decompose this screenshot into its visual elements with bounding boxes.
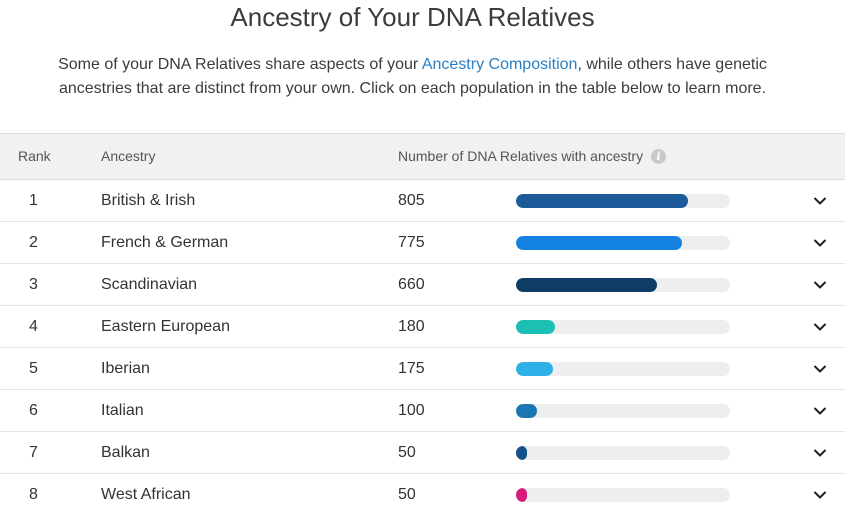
table-row[interactable]: 7 Balkan 50 — [0, 432, 845, 474]
row-rank: 2 — [29, 234, 38, 251]
row-ancestry: Scandinavian — [101, 276, 198, 293]
chevron-down-icon[interactable] — [813, 278, 827, 292]
table-row[interactable]: 5 Iberian 175 — [0, 348, 845, 390]
row-count: 805 — [398, 192, 425, 209]
count-bar-fill — [516, 404, 538, 418]
row-rank: 6 — [29, 402, 38, 419]
table-row[interactable]: 3 Scandinavian 660 — [0, 264, 845, 306]
row-ancestry: Iberian — [101, 360, 150, 377]
info-icon[interactable]: i — [651, 148, 667, 164]
row-ancestry: French & German — [101, 234, 229, 251]
row-rank: 5 — [29, 360, 38, 377]
row-ancestry: British & Irish — [101, 192, 196, 209]
row-ancestry: Balkan — [101, 444, 150, 461]
page-title: Ancestry of Your DNA Relatives — [230, 2, 595, 32]
row-count: 660 — [398, 276, 425, 293]
ancestry-table: Rank Ancestry Number of DNA Relatives wi… — [0, 133, 845, 515]
table-header: Rank Ancestry Number of DNA Relatives wi… — [0, 133, 845, 180]
chevron-down-icon[interactable] — [813, 362, 827, 376]
chevron-down-icon[interactable] — [813, 320, 827, 334]
row-count: 180 — [398, 318, 425, 335]
table-row[interactable]: 2 French & German 775 — [0, 222, 845, 264]
count-bar-fill — [516, 362, 554, 376]
row-count: 100 — [398, 402, 425, 419]
count-bar-track — [516, 362, 730, 376]
row-count: 775 — [398, 234, 425, 251]
column-header-rank: Rank — [18, 148, 51, 164]
column-header-count: Number of DNA Relatives with ancestry i — [398, 134, 667, 179]
count-bar-fill — [516, 236, 682, 250]
row-rank: 3 — [29, 276, 38, 293]
count-bar-fill — [516, 488, 527, 502]
count-bar-track — [516, 488, 730, 502]
table-row[interactable]: 4 Eastern European 180 — [0, 306, 845, 348]
chevron-down-icon[interactable] — [813, 446, 827, 460]
intro-text: Some of your DNA Relatives share aspects… — [20, 53, 805, 101]
table-row[interactable]: 1 British & Irish 805 — [0, 180, 845, 222]
chevron-down-icon[interactable] — [813, 236, 827, 250]
row-rank: 7 — [29, 444, 38, 461]
table-row[interactable]: 8 West African 50 — [0, 474, 845, 515]
count-bar-fill — [516, 446, 527, 460]
row-rank: 1 — [29, 192, 38, 209]
count-bar-track — [516, 278, 730, 292]
intro-text-after: , while others have genetic ancestries t… — [58, 56, 767, 97]
count-bar-track — [516, 194, 730, 208]
row-ancestry: Eastern European — [101, 318, 230, 335]
row-ancestry: West African — [101, 486, 191, 503]
intro-text-before: Some of your DNA Relatives share aspects… — [58, 56, 422, 73]
row-rank: 8 — [29, 486, 38, 503]
ancestry-composition-link[interactable]: Ancestry Composition — [421, 56, 578, 73]
column-header-count-label: Number of DNA Relatives with ancestry — [398, 148, 644, 164]
row-count: 175 — [398, 360, 425, 377]
chevron-down-icon[interactable] — [813, 404, 827, 418]
row-count: 50 — [398, 444, 416, 461]
chevron-down-icon[interactable] — [813, 194, 827, 208]
row-count: 50 — [398, 486, 416, 503]
table-body: 1 British & Irish 805 2 French & German 775 3 S… — [0, 180, 845, 515]
count-bar-fill — [516, 194, 689, 208]
count-bar-track — [516, 320, 730, 334]
chevron-down-icon[interactable] — [813, 488, 827, 502]
count-bar-track — [516, 446, 730, 460]
row-rank: 4 — [29, 318, 38, 335]
table-row[interactable]: 6 Italian 100 — [0, 390, 845, 432]
count-bar-track — [516, 404, 730, 418]
count-bar-track — [516, 236, 730, 250]
row-ancestry: Italian — [101, 402, 144, 419]
count-bar-fill — [516, 320, 555, 334]
column-header-ancestry: Ancestry — [101, 148, 156, 164]
count-bar-fill — [516, 278, 658, 292]
